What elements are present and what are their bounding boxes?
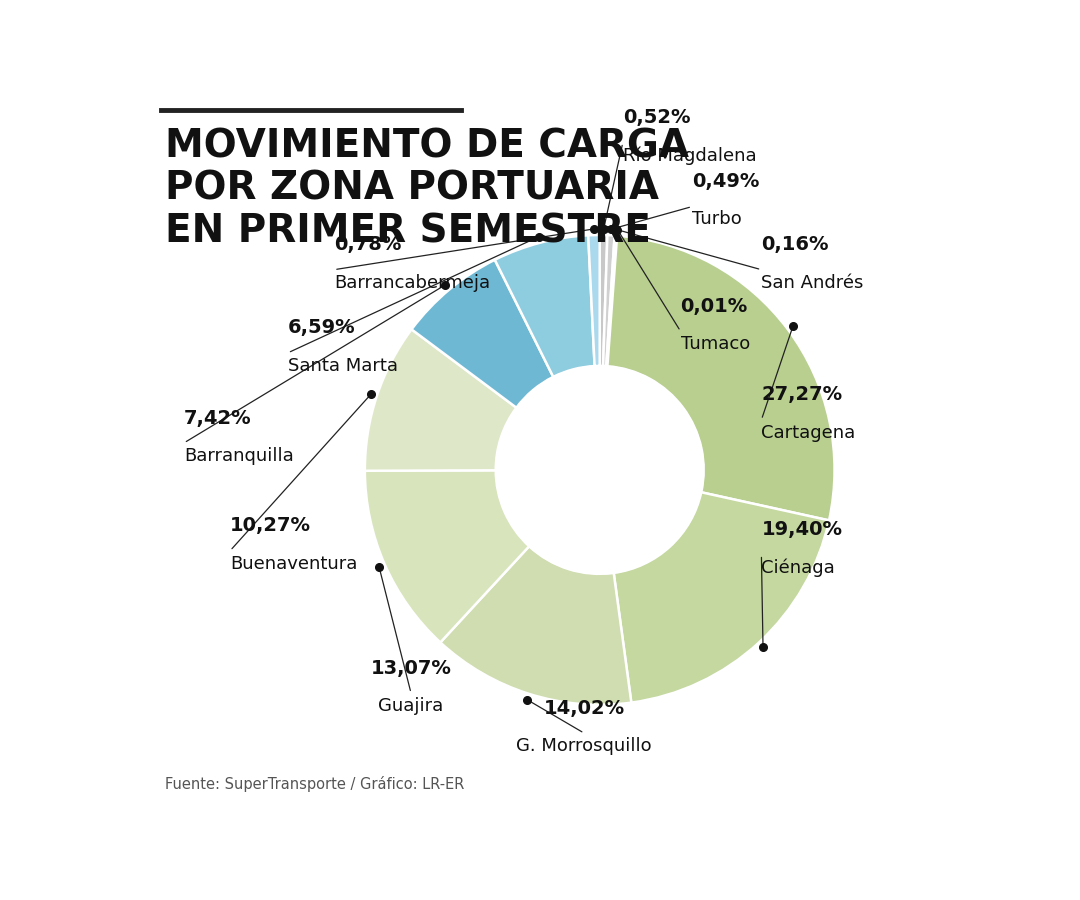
Wedge shape — [589, 235, 599, 366]
Wedge shape — [365, 329, 516, 471]
Text: Buenaventura: Buenaventura — [230, 554, 357, 572]
Wedge shape — [607, 236, 835, 520]
Text: San Andrés: San Andrés — [761, 274, 864, 292]
Text: Barrancabermeja: Barrancabermeja — [334, 274, 490, 292]
Text: G. Morrosquillo: G. Morrosquillo — [516, 737, 652, 755]
Text: 27,27%: 27,27% — [761, 385, 842, 404]
Wedge shape — [606, 236, 617, 366]
Text: LR: LR — [973, 833, 1020, 867]
Circle shape — [496, 366, 704, 574]
Text: Tumaco: Tumaco — [680, 335, 750, 353]
Text: Ciénaga: Ciénaga — [761, 558, 835, 577]
Text: 19,40%: 19,40% — [761, 520, 842, 539]
Text: 7,42%: 7,42% — [184, 409, 252, 428]
Text: 0,49%: 0,49% — [692, 172, 759, 191]
Wedge shape — [607, 236, 617, 366]
Wedge shape — [603, 235, 615, 366]
Text: 10,27%: 10,27% — [230, 517, 311, 535]
Text: Fuente: SuperTransporte / Gráfico: LR-ER: Fuente: SuperTransporte / Gráfico: LR-ER — [164, 776, 464, 792]
Wedge shape — [613, 492, 829, 703]
Wedge shape — [411, 260, 553, 408]
Wedge shape — [495, 235, 595, 377]
Text: Barranquilla: Barranquilla — [184, 446, 294, 464]
Text: MOVIMIENTO DE CARGA
POR ZONA PORTUARIA
EN PRIMER SEMESTRE: MOVIMIENTO DE CARGA POR ZONA PORTUARIA E… — [164, 127, 689, 250]
Text: 0,52%: 0,52% — [623, 108, 690, 127]
Wedge shape — [365, 471, 529, 643]
Text: 13,07%: 13,07% — [370, 659, 451, 678]
Text: Santa Marta: Santa Marta — [288, 356, 397, 374]
Text: Río Magdalena: Río Magdalena — [623, 147, 756, 165]
Text: Cartagena: Cartagena — [761, 424, 855, 442]
Text: 0,78%: 0,78% — [334, 235, 402, 255]
Text: Turbo: Turbo — [692, 211, 742, 229]
Text: 0,01%: 0,01% — [680, 297, 747, 316]
Wedge shape — [599, 235, 607, 366]
Text: 0,16%: 0,16% — [761, 235, 829, 255]
Wedge shape — [441, 546, 632, 705]
Text: 14,02%: 14,02% — [543, 698, 625, 718]
Text: Guajira: Guajira — [378, 697, 444, 715]
Text: 6,59%: 6,59% — [288, 319, 355, 338]
